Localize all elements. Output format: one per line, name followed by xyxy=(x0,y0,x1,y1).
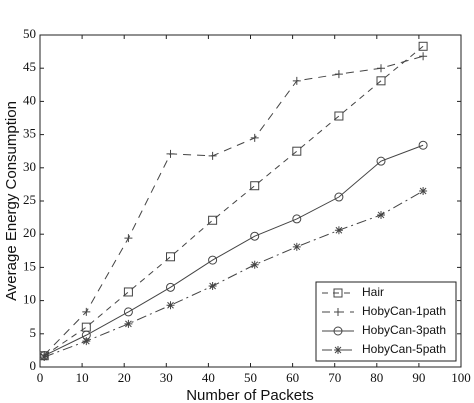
legend-marker xyxy=(333,326,343,336)
marker xyxy=(166,282,176,292)
x-tick-label: 60 xyxy=(286,370,299,385)
y-tick-label: 5 xyxy=(30,325,37,340)
y-tick-label: 0 xyxy=(30,358,37,373)
marker xyxy=(208,215,218,225)
legend-label: HobyCan-3path xyxy=(362,323,446,337)
marker xyxy=(250,231,260,241)
x-axis-label: Number of Packets xyxy=(186,387,314,403)
legend-label: Hair xyxy=(362,285,384,299)
marker xyxy=(418,140,428,150)
legend-marker xyxy=(334,308,342,316)
marker xyxy=(418,41,428,51)
marker xyxy=(40,353,49,362)
legend-label: HobyCan-1path xyxy=(362,304,446,318)
series-line xyxy=(43,55,424,356)
marker xyxy=(123,307,133,317)
marker xyxy=(292,242,301,251)
marker xyxy=(124,319,133,328)
legend-marker xyxy=(334,346,342,354)
marker xyxy=(208,151,217,160)
marker xyxy=(208,281,217,290)
series-line xyxy=(44,190,424,358)
y-tick-label: 40 xyxy=(23,92,36,107)
marker xyxy=(166,301,175,310)
marker xyxy=(250,133,259,142)
marker xyxy=(334,192,344,202)
legend-label: HobyCan-5path xyxy=(362,342,446,356)
x-tick-label: 50 xyxy=(244,370,257,385)
y-tick-label: 25 xyxy=(23,192,36,207)
marker xyxy=(334,70,343,79)
x-tick-label: 70 xyxy=(328,370,341,385)
series-line xyxy=(43,144,424,357)
y-tick-label: 15 xyxy=(23,258,36,273)
marker xyxy=(123,287,133,297)
y-tick-label: 45 xyxy=(23,59,36,74)
y-axis-label: Average Energy Consumption xyxy=(3,101,20,301)
marker xyxy=(82,307,91,316)
x-tick-label: 90 xyxy=(412,370,425,385)
x-tick-label: 10 xyxy=(76,370,89,385)
marker xyxy=(292,146,302,156)
x-tick-label: 40 xyxy=(202,370,215,385)
x-tick-label: 100 xyxy=(451,370,471,385)
y-tick-label: 30 xyxy=(23,159,36,174)
marker xyxy=(166,149,175,158)
y-tick-label: 10 xyxy=(23,292,36,307)
x-tick-label: 20 xyxy=(118,370,131,385)
marker xyxy=(208,255,218,265)
y-tick-label: 50 xyxy=(23,26,36,41)
marker xyxy=(376,76,386,86)
marker xyxy=(419,187,428,196)
x-tick-label: 30 xyxy=(160,370,173,385)
y-tick-label: 35 xyxy=(23,126,36,141)
marker xyxy=(334,111,344,121)
series-line xyxy=(43,45,424,357)
marker xyxy=(166,252,176,262)
marker xyxy=(377,210,386,219)
legend-marker xyxy=(333,288,343,298)
marker xyxy=(334,226,343,235)
x-tick-label: 80 xyxy=(370,370,383,385)
legend: Hair HobyCan-1path HobyCan-3path HobyCan-5p… xyxy=(315,281,457,362)
marker xyxy=(250,181,260,191)
marker xyxy=(82,337,91,346)
marker xyxy=(419,52,428,61)
marker xyxy=(81,322,91,332)
legend-box xyxy=(315,281,457,362)
marker xyxy=(292,76,301,85)
marker xyxy=(292,214,302,224)
x-tick-label: 0 xyxy=(37,370,44,385)
marker xyxy=(124,234,133,243)
y-tick-label: 20 xyxy=(23,225,36,240)
marker xyxy=(377,64,386,73)
marker xyxy=(376,156,386,166)
marker xyxy=(250,260,259,269)
